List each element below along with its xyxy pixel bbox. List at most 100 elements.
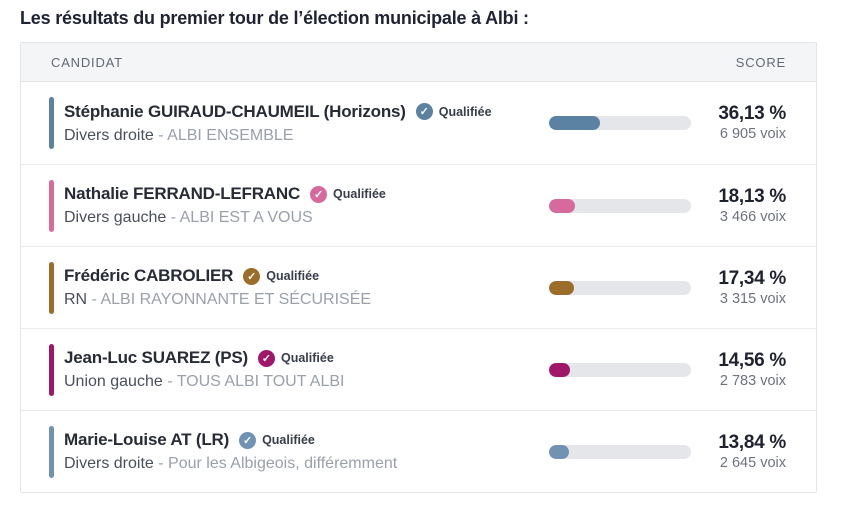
accent-bar — [49, 425, 54, 478]
candidate-cell: Stéphanie GUIRAUD-CHAUMEIL (Horizons) ✓ … — [49, 97, 549, 149]
score-percent: 18,13 % — [718, 185, 786, 207]
list-name: ALBI RAYONNANTE ET SÉCURISÉE — [100, 291, 372, 308]
score-bar-track — [549, 198, 691, 213]
accent-bar — [49, 179, 54, 232]
dash-separator: - — [167, 373, 173, 390]
accent-bar — [49, 343, 54, 396]
list-name: TOUS ALBI TOUT ALBI — [176, 373, 345, 390]
qualified-label: Qualifiée — [262, 433, 315, 447]
score-cell: 36,13 % 6 905 voix — [691, 102, 786, 144]
nuance-line: Divers droite - Pour les Albigeois, diff… — [64, 455, 397, 473]
score-bar-fill — [549, 116, 601, 130]
check-icon: ✓ — [415, 103, 433, 120]
score-percent: 14,56 % — [718, 349, 786, 371]
nuance-label: Divers droite — [64, 126, 154, 144]
check-icon: ✓ — [257, 349, 275, 367]
score-percent: 36,13 % — [718, 103, 786, 124]
nuance-line: RN - ALBI RAYONNANTE ET SÉCURISÉE — [64, 291, 371, 309]
candidate-row: Nathalie FERRAND-LEFRANC ✓ Qualifiée Div… — [21, 164, 816, 246]
dash-separator: - — [170, 209, 177, 226]
score-bar — [549, 198, 691, 213]
qualified-badge: ✓ Qualifiée — [239, 431, 315, 449]
score-bar — [549, 444, 691, 459]
nuance-label: Divers gauche — [64, 209, 167, 226]
score-votes: 2 645 voix — [719, 454, 786, 471]
nuance-label: Union gauche — [64, 373, 163, 390]
score-bar-fill — [549, 198, 575, 213]
header-score-label: SCORE — [735, 54, 786, 70]
candidate-name: Marie-Louise AT (LR) — [64, 430, 230, 449]
qualified-label: Qualifiée — [438, 104, 492, 119]
score-bar — [549, 280, 691, 295]
nuance-label: RN — [64, 291, 88, 308]
candidate-cell: Marie-Louise AT (LR) ✓ Qualifiée Divers … — [49, 425, 549, 478]
qualified-badge: ✓ Qualifiée — [257, 349, 334, 367]
score-percent: 17,34 % — [718, 267, 786, 289]
accent-bar — [49, 97, 54, 149]
check-icon: ✓ — [243, 267, 261, 285]
candidate-row: Frédéric CABROLIER ✓ Qualifiée RN - ALBI… — [21, 246, 816, 328]
nuance-line: Union gauche - TOUS ALBI TOUT ALBI — [64, 373, 344, 391]
candidate-name: Nathalie FERRAND-LEFRANC — [64, 184, 301, 203]
list-name: ALBI ENSEMBLE — [167, 126, 294, 144]
candidate-text: Jean-Luc SUAREZ (PS) ✓ Qualifiée Union g… — [64, 348, 344, 391]
table-header: CANDIDAT SCORE — [21, 43, 816, 82]
dash-separator: - — [158, 126, 164, 144]
candidate-text: Marie-Louise AT (LR) ✓ Qualifiée Divers … — [64, 430, 397, 473]
dash-separator: - — [91, 291, 97, 308]
page: Les résultats du premier tour de l’élect… — [20, 8, 817, 493]
qualified-label: Qualifiée — [333, 187, 386, 201]
candidate-cell: Jean-Luc SUAREZ (PS) ✓ Qualifiée Union g… — [49, 343, 549, 396]
header-candidate-label: CANDIDAT — [51, 54, 123, 70]
score-votes: 2 783 voix — [719, 372, 786, 389]
candidate-text: Stéphanie GUIRAUD-CHAUMEIL (Horizons) ✓ … — [64, 102, 492, 145]
list-name: Pour les Albigeois, différemment — [168, 455, 398, 472]
candidate-cell: Nathalie FERRAND-LEFRANC ✓ Qualifiée Div… — [49, 179, 549, 232]
name-line: Stéphanie GUIRAUD-CHAUMEIL (Horizons) ✓ … — [64, 102, 492, 122]
candidate-text: Nathalie FERRAND-LEFRANC ✓ Qualifiée Div… — [64, 184, 386, 227]
results-table: CANDIDAT SCORE Stéphanie GUIRAUD-CHAUMEI… — [20, 42, 817, 493]
list-name: ALBI EST A VOUS — [179, 209, 313, 226]
score-bar-fill — [549, 444, 569, 459]
nuance-label: Divers droite — [64, 455, 154, 472]
page-title: Les résultats du premier tour de l’élect… — [20, 8, 529, 28]
score-bar-track — [549, 116, 691, 130]
qualified-badge: ✓ Qualifiée — [243, 267, 320, 285]
check-icon: ✓ — [239, 431, 257, 449]
qualified-label: Qualifiée — [280, 351, 334, 365]
check-icon: ✓ — [310, 185, 328, 203]
score-cell: 14,56 % 2 783 voix — [691, 349, 786, 391]
dash-separator: - — [158, 455, 164, 472]
candidate-row: Jean-Luc SUAREZ (PS) ✓ Qualifiée Union g… — [21, 328, 816, 410]
score-bar-track — [549, 280, 691, 295]
score-bar-fill — [549, 362, 570, 377]
candidate-row: Marie-Louise AT (LR) ✓ Qualifiée Divers … — [21, 410, 816, 492]
score-bar-track — [549, 444, 691, 459]
candidate-cell: Frédéric CABROLIER ✓ Qualifiée RN - ALBI… — [49, 261, 549, 314]
candidate-name: Stéphanie GUIRAUD-CHAUMEIL (Horizons) — [64, 101, 406, 121]
score-votes: 3 466 voix — [719, 208, 786, 225]
score-cell: 13,84 % 2 645 voix — [691, 431, 786, 473]
qualified-badge: ✓ Qualifiée — [415, 103, 492, 120]
nuance-line: Divers gauche - ALBI EST A VOUS — [64, 209, 386, 227]
name-line: Marie-Louise AT (LR) ✓ Qualifiée — [64, 430, 397, 450]
score-bar — [549, 116, 691, 130]
score-bar — [549, 362, 691, 377]
qualified-label: Qualifiée — [266, 269, 320, 283]
score-bar-fill — [549, 280, 574, 295]
score-cell: 17,34 % 3 315 voix — [691, 267, 786, 309]
nuance-line: Divers droite - ALBI ENSEMBLE — [64, 127, 492, 145]
candidate-name: Jean-Luc SUAREZ (PS) — [64, 348, 248, 367]
score-bar-track — [549, 362, 691, 377]
name-line: Nathalie FERRAND-LEFRANC ✓ Qualifiée — [64, 184, 386, 204]
name-line: Jean-Luc SUAREZ (PS) ✓ Qualifiée — [64, 348, 344, 368]
score-percent: 13,84 % — [718, 431, 786, 453]
score-votes: 3 315 voix — [719, 290, 786, 307]
candidate-text: Frédéric CABROLIER ✓ Qualifiée RN - ALBI… — [64, 266, 371, 309]
score-votes: 6 905 voix — [719, 126, 786, 142]
qualified-badge: ✓ Qualifiée — [310, 185, 386, 203]
score-cell: 18,13 % 3 466 voix — [691, 185, 786, 227]
accent-bar — [49, 261, 54, 314]
candidate-name: Frédéric CABROLIER — [64, 266, 234, 285]
candidate-row: Stéphanie GUIRAUD-CHAUMEIL (Horizons) ✓ … — [21, 82, 816, 164]
